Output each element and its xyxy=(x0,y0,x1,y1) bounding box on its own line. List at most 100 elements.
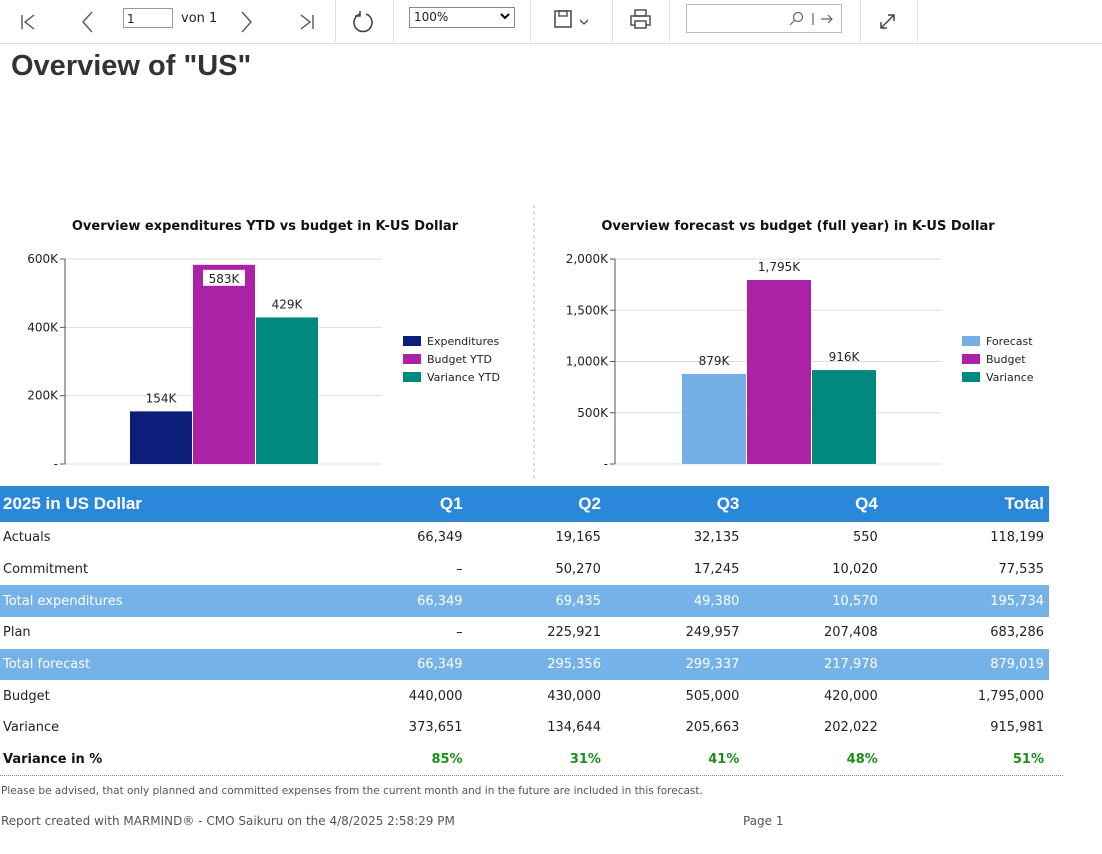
table-cell: 299,337 xyxy=(605,648,745,681)
table-row: Total forecast 66,349 295,356 299,337 217,97… xyxy=(0,648,1049,681)
prev-page-button[interactable] xyxy=(73,8,101,36)
first-page-button[interactable] xyxy=(14,8,42,36)
bar xyxy=(193,264,255,464)
table-cell: Variance xyxy=(3,720,60,736)
print-button[interactable] xyxy=(627,8,655,36)
table-cell: 10,020 xyxy=(832,562,878,578)
y-tick-label: 2,000K xyxy=(566,252,609,266)
table-cell: Total forecast xyxy=(0,648,330,681)
legend-swatch xyxy=(962,372,980,382)
legend-label: Budget xyxy=(986,353,1026,366)
table-cell: Plan xyxy=(3,625,31,641)
legend-label: Variance xyxy=(986,371,1034,384)
table-cell: 505,000 xyxy=(685,688,740,704)
page-count: von 1 xyxy=(181,11,218,26)
legend-swatch xyxy=(962,354,980,364)
table-cell: Commitment xyxy=(3,562,89,578)
table-cell: 66,349 xyxy=(329,648,468,681)
y-tick-label: 600K xyxy=(27,252,59,266)
separator xyxy=(669,0,670,44)
y-tick-label: 400K xyxy=(27,320,59,334)
table-cell: 31% xyxy=(569,752,601,768)
zoom-value: 100% xyxy=(414,10,449,24)
table-row: Commitment – 50,270 17,245 10,020 77,535 xyxy=(0,554,1049,586)
table-cell: – xyxy=(456,625,463,641)
chart-title: Overview expenditures YTD vs budget in K… xyxy=(72,219,459,234)
table-cell: 49,380 xyxy=(605,585,745,618)
table-cell: Q2 xyxy=(467,486,606,522)
y-tick-label: 500K xyxy=(577,406,609,420)
table-cell: 202,022 xyxy=(824,720,878,736)
value-label-box xyxy=(203,269,245,286)
table-cell: Q3 xyxy=(605,486,745,522)
y-tick-label: 1,500K xyxy=(566,303,609,317)
next-page-button[interactable] xyxy=(233,8,261,36)
value-label: 879K xyxy=(699,354,731,368)
table-cell: 430,000 xyxy=(547,688,601,704)
bar xyxy=(747,280,811,464)
bar xyxy=(256,317,318,464)
separator xyxy=(917,0,918,44)
toolbar: 1 von 1 100% xyxy=(0,0,1102,44)
report-title: Overview of "US" xyxy=(11,50,252,82)
table-cell: 217,978 xyxy=(744,648,883,681)
save-button[interactable] xyxy=(549,8,593,36)
refresh-button[interactable] xyxy=(350,8,378,36)
table-cell: 69,435 xyxy=(467,585,606,618)
table-cell: 51% xyxy=(1012,752,1044,768)
legend-label: Expenditures xyxy=(427,335,500,348)
table-cell: 85% xyxy=(431,752,463,768)
page-number: Page 1 xyxy=(743,814,784,828)
table-cell: 195,734 xyxy=(882,585,1049,618)
zoom-select[interactable]: 100% xyxy=(409,7,515,28)
table-cell: 19,165 xyxy=(555,530,601,546)
table-cell: 207,408 xyxy=(824,625,878,641)
value-label: 429K xyxy=(272,297,304,311)
table-cell: 66,349 xyxy=(417,530,463,546)
table-row: Actuals 66,349 19,165 32,135 550 118,199 xyxy=(0,522,1049,554)
table-cell: Variance in % xyxy=(3,752,103,768)
page-input[interactable]: 1 xyxy=(123,8,173,28)
value-label: 1,795K xyxy=(758,260,801,274)
table-row: Plan – 225,921 249,957 207,408 683,286 xyxy=(0,617,1049,649)
table-cell: 879,019 xyxy=(882,648,1049,681)
table-cell: 249,957 xyxy=(685,625,740,641)
table-cell: 41% xyxy=(708,752,740,768)
table-cell: 683,286 xyxy=(990,625,1044,641)
table-cell: 32,135 xyxy=(693,530,740,546)
table-cell: 295,356 xyxy=(467,648,606,681)
table-cell: 77,535 xyxy=(998,562,1045,578)
search-icons xyxy=(789,11,833,26)
charts: Overview expenditures YTD vs budget in K… xyxy=(27,205,1034,480)
table-rule xyxy=(0,775,1063,776)
separator xyxy=(860,0,861,44)
table-cell: 550 xyxy=(852,530,878,546)
table-cell: 205,663 xyxy=(685,720,740,736)
bar xyxy=(812,370,876,464)
table-cell: Total expenditures xyxy=(0,585,330,618)
table-row: 2025 in US Dollar Q1 Q2 Q3 Q4 Total xyxy=(0,486,1049,522)
table-cell: 915,981 xyxy=(990,720,1044,736)
dropdown-arrow xyxy=(500,13,510,20)
legend-label: Forecast xyxy=(986,335,1033,348)
table-cell: 50,270 xyxy=(555,562,601,578)
value-label: 583K xyxy=(209,272,241,286)
table-cell: 17,245 xyxy=(693,562,740,578)
table-cell: – xyxy=(456,562,463,578)
legend-label: Budget YTD xyxy=(427,353,492,366)
legend-swatch xyxy=(962,336,980,346)
table-cell: 48% xyxy=(846,752,878,768)
table-cell: Q4 xyxy=(744,486,883,522)
y-tick-label: 200K xyxy=(27,389,59,403)
legend-swatch xyxy=(403,336,421,346)
table-cell: Budget xyxy=(3,688,50,704)
y-tick-label: - xyxy=(604,457,608,471)
separator xyxy=(393,0,394,44)
search-box[interactable] xyxy=(686,4,842,33)
fullscreen-button[interactable] xyxy=(874,8,902,36)
separator xyxy=(612,0,613,44)
table-cell: 373,651 xyxy=(408,720,463,736)
legend-swatch xyxy=(403,372,421,382)
last-page-button[interactable] xyxy=(293,8,321,36)
